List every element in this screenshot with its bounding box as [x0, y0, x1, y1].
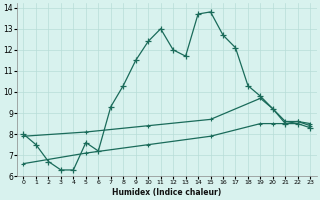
- X-axis label: Humidex (Indice chaleur): Humidex (Indice chaleur): [112, 188, 221, 197]
